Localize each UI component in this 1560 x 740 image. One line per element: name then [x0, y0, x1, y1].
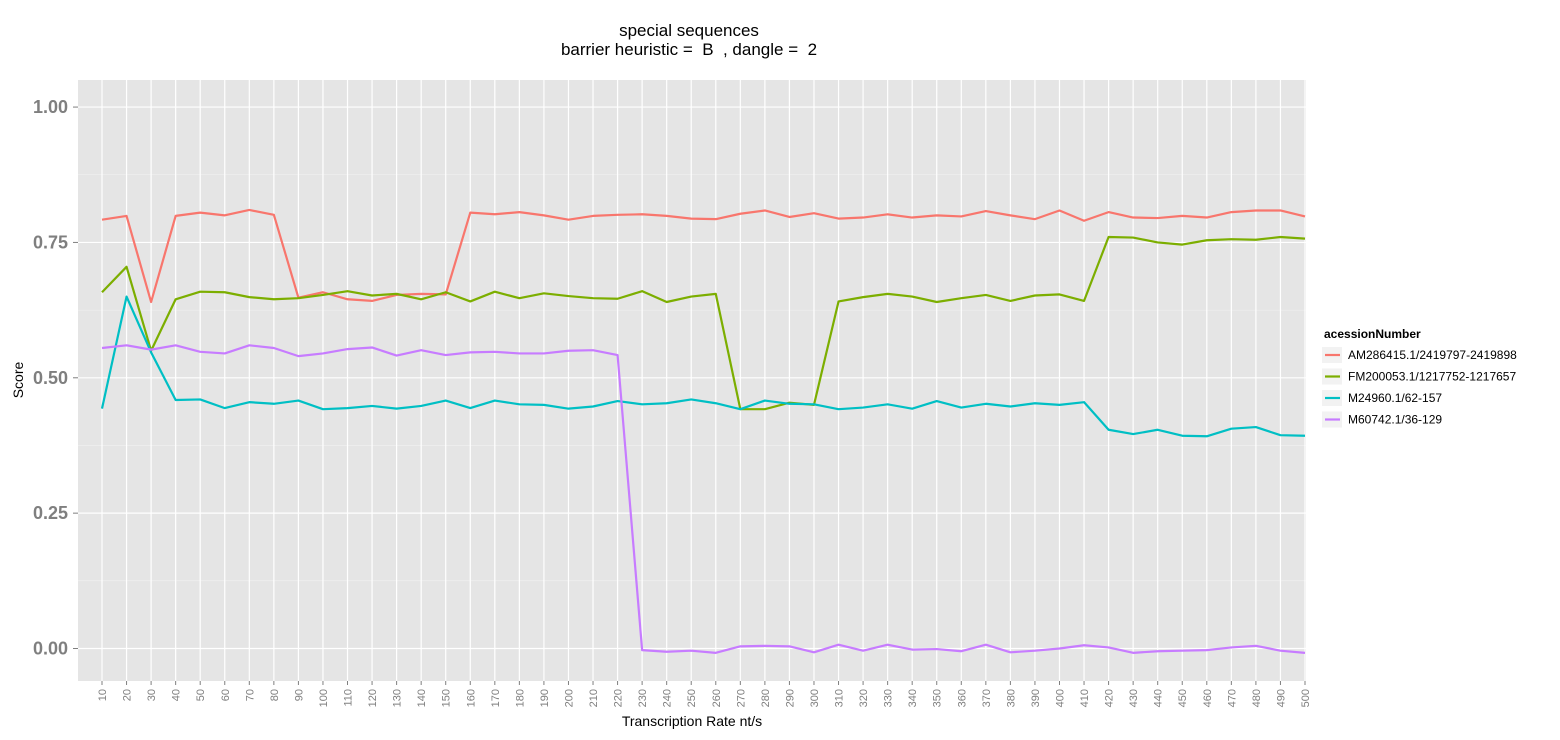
x-tick-label: 430 — [1128, 689, 1140, 707]
x-tick-label: 80 — [269, 689, 281, 701]
y-tick-label: 0.00 — [33, 639, 68, 659]
x-tick-label: 370 — [981, 689, 993, 707]
x-tick-label: 400 — [1054, 689, 1066, 707]
x-tick-label: 130 — [392, 689, 404, 707]
x-tick-label: 230 — [637, 689, 649, 707]
y-axis-ticks: 0.00 0.25 0.50 0.75 1.00 — [33, 97, 78, 659]
x-tick-label: 220 — [613, 689, 625, 707]
y-tick-label: 0.75 — [33, 232, 68, 252]
y-tick-label: 0.50 — [33, 368, 68, 388]
x-tick-label: 20 — [122, 689, 134, 701]
x-tick-label: 420 — [1104, 689, 1116, 707]
grid-minor — [78, 174, 1306, 582]
chart-title: special sequences — [619, 21, 759, 40]
series-line — [100, 295, 1306, 438]
grid-major — [78, 80, 1306, 681]
legend-item-label: FM200053.1/1217752-1217657 — [1348, 370, 1516, 384]
x-tick-label: 280 — [760, 689, 772, 707]
x-axis-ticks: 10 20 30 40 50 60 70 80 90 100 110 120 130 140 150 160 1… — [97, 681, 1312, 707]
y-tick-label: 1.00 — [33, 97, 68, 117]
x-tick-label: 120 — [367, 689, 379, 707]
x-tick-label: 160 — [465, 689, 477, 707]
x-tick-label: 410 — [1079, 689, 1091, 707]
x-tick-label: 250 — [686, 689, 698, 707]
legend-item-label: AM286415.1/2419797-2419898 — [1348, 348, 1517, 362]
x-tick-label: 70 — [244, 689, 256, 701]
x-tick-label: 210 — [588, 689, 600, 707]
legend-item-label: M24960.1/62-157 — [1348, 391, 1442, 405]
legend: acessionNumber AM286415.1/2419797-241989… — [1322, 327, 1517, 428]
x-tick-label: 240 — [662, 689, 674, 707]
x-tick-label: 190 — [539, 689, 551, 707]
x-tick-label: 480 — [1251, 689, 1263, 707]
x-tick-label: 260 — [711, 689, 723, 707]
chart-subtitle: barrier heuristic = B , dangle = 2 — [561, 40, 817, 59]
x-tick-label: 90 — [293, 689, 305, 701]
y-tick-label: 0.25 — [33, 503, 68, 523]
x-tick-label: 350 — [932, 689, 944, 707]
x-tick-label: 310 — [834, 689, 846, 707]
x-tick-label: 40 — [171, 689, 183, 701]
plot-panel — [78, 80, 1306, 681]
x-tick-label: 150 — [441, 689, 453, 707]
x-tick-label: 300 — [809, 689, 821, 707]
x-tick-label: 100 — [318, 689, 330, 707]
x-tick-label: 50 — [195, 689, 207, 701]
x-tick-label: 320 — [858, 689, 870, 707]
x-tick-label: 490 — [1275, 689, 1287, 707]
x-tick-label: 360 — [956, 689, 968, 707]
series-line — [101, 344, 1306, 654]
x-tick-label: 380 — [1005, 689, 1017, 707]
x-tick-label: 340 — [907, 689, 919, 707]
x-tick-label: 170 — [490, 689, 502, 707]
x-tick-label: 440 — [1153, 689, 1165, 707]
x-tick-label: 500 — [1300, 689, 1312, 707]
series-line — [101, 235, 1306, 411]
legend-items: AM286415.1/2419797-2419898 FM200053.1/121… — [1322, 347, 1517, 428]
x-tick-label: 180 — [514, 689, 526, 707]
x-tick-label: 290 — [784, 689, 796, 707]
x-tick-label: 140 — [416, 689, 428, 707]
x-tick-label: 450 — [1177, 689, 1189, 707]
legend-item-label: M60742.1/36-129 — [1348, 413, 1442, 427]
x-tick-label: 30 — [146, 689, 158, 701]
legend-title: acessionNumber — [1324, 327, 1421, 341]
x-tick-label: 110 — [343, 689, 355, 707]
y-axis-label: Score — [10, 362, 26, 399]
x-tick-label: 390 — [1030, 689, 1042, 707]
x-tick-label: 270 — [735, 689, 747, 707]
x-axis-label: Transcription Rate nt/s — [622, 713, 762, 729]
x-tick-label: 200 — [563, 689, 575, 707]
x-tick-label: 60 — [220, 689, 232, 701]
x-tick-label: 470 — [1226, 689, 1238, 707]
x-tick-label: 460 — [1202, 689, 1214, 707]
series-lines — [100, 208, 1306, 654]
x-tick-label: 10 — [97, 689, 109, 701]
x-tick-label: 330 — [883, 689, 895, 707]
